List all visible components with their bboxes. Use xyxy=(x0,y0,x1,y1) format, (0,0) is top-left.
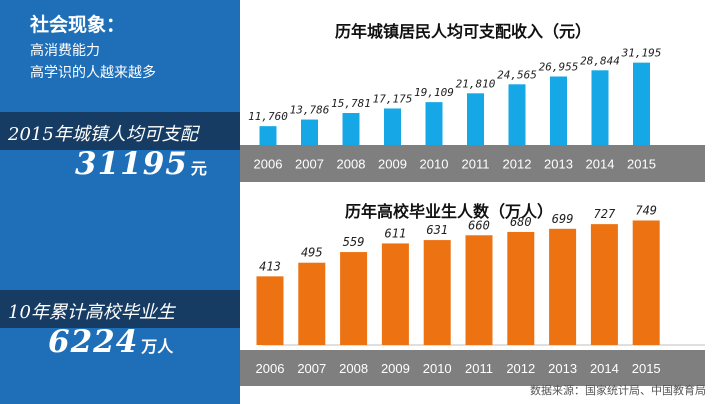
income-x-tick-label: 2008 xyxy=(337,157,366,172)
income-stat-label-band: 2015年城镇人均可支配 xyxy=(0,112,240,150)
grad-x-tick-label: 2013 xyxy=(548,361,577,376)
income-bar xyxy=(467,93,484,145)
grad-stat-label: 10年累计高校毕业生 xyxy=(8,302,175,323)
grad-stat-unit: 万人 xyxy=(141,337,174,356)
grad-bar xyxy=(507,231,535,345)
income-data-label: 15,781 xyxy=(331,97,371,110)
grad-data-label: 495 xyxy=(301,246,323,260)
grad-stat: 6224 万人 xyxy=(48,324,173,360)
grad-x-tick-label: 2015 xyxy=(632,361,661,376)
income-bar xyxy=(508,84,526,145)
grad-data-label: 631 xyxy=(426,223,448,237)
grad-x-tick-label: 2011 xyxy=(465,361,493,376)
income-bar xyxy=(342,113,360,145)
grad-bar xyxy=(590,224,618,345)
income-bar xyxy=(259,126,277,145)
grad-data-label: 559 xyxy=(343,235,365,249)
income-data-label: 11,760 xyxy=(248,110,288,123)
income-bar xyxy=(591,70,609,145)
income-data-label: 13,786 xyxy=(290,104,330,117)
grad-bar xyxy=(549,228,577,345)
income-bar xyxy=(550,76,567,145)
income-axis-band xyxy=(240,145,705,182)
grad-x-tick-label: 2014 xyxy=(590,361,619,376)
grad-stat-label-band: 10年累计高校毕业生 xyxy=(0,290,240,328)
grad-x-tick-label: 2012 xyxy=(506,361,535,376)
sidebar: 社会现象： 高消费能力 高学识的人越来越多 xyxy=(0,0,240,404)
income-data-label: 31,195 xyxy=(621,47,662,60)
grad-data-label: 727 xyxy=(594,207,616,221)
income-stat-unit: 元 xyxy=(190,159,207,178)
grad-axis-band xyxy=(240,350,705,386)
income-stat-label: 2015年城镇人均可支配 xyxy=(8,124,198,145)
grad-data-label: 749 xyxy=(635,203,657,217)
income-x-tick-label: 2006 xyxy=(254,157,283,172)
grad-bar xyxy=(632,220,660,345)
income-x-tick-label: 2015 xyxy=(627,157,656,172)
sidebar-line-2: 高学识的人越来越多 xyxy=(30,65,156,81)
income-bar xyxy=(384,108,401,145)
income-chart-title: 历年城镇居民人均可支配收入（元） xyxy=(335,22,592,41)
grad-data-label: 660 xyxy=(468,218,490,232)
data-source: 数据来源：国家统计局、中国教育局 xyxy=(530,384,706,397)
income-data-label: 24,565 xyxy=(497,68,537,81)
grad-bar xyxy=(256,276,284,345)
income-stat-value: 31195 xyxy=(75,146,188,182)
grad-x-tick-label: 2006 xyxy=(256,361,285,376)
income-bar xyxy=(301,119,318,145)
grad-bar xyxy=(298,262,326,345)
income-bar xyxy=(425,102,443,145)
grad-x-tick-label: 2007 xyxy=(297,361,326,376)
income-stat: 31195 元 xyxy=(75,146,207,182)
grad-data-label: 611 xyxy=(385,226,407,240)
income-data-label: 17,175 xyxy=(373,92,413,105)
grad-data-label: 680 xyxy=(510,215,532,229)
income-bar xyxy=(633,62,650,145)
sidebar-line-1: 高消费能力 xyxy=(30,43,100,59)
grad-bar xyxy=(381,243,409,345)
income-data-label: 19,109 xyxy=(414,86,454,99)
income-data-label: 28,844 xyxy=(580,54,620,67)
grad-bar xyxy=(465,235,493,345)
grad-x-tick-label: 2009 xyxy=(381,361,410,376)
grad-x-tick-label: 2010 xyxy=(423,361,452,376)
grad-stat-value: 6224 xyxy=(48,324,139,360)
grad-data-label: 413 xyxy=(259,259,281,273)
grad-chart-title: 历年高校毕业生人数（万人） xyxy=(345,202,554,221)
income-x-tick-label: 2014 xyxy=(586,157,615,172)
income-data-label: 21,810 xyxy=(456,77,496,90)
sidebar-title: 社会现象： xyxy=(30,14,126,36)
income-x-tick-label: 2007 xyxy=(295,157,324,172)
grad-x-tick-label: 2008 xyxy=(339,361,368,376)
income-x-tick-label: 2012 xyxy=(503,157,532,172)
income-x-tick-label: 2013 xyxy=(544,157,573,172)
income-x-tick-label: 2011 xyxy=(462,157,490,172)
grad-bar xyxy=(340,252,368,345)
grad-data-label: 699 xyxy=(552,212,574,226)
income-x-tick-label: 2009 xyxy=(378,157,407,172)
grad-bar xyxy=(423,240,451,345)
income-x-tick-label: 2010 xyxy=(420,157,449,172)
income-data-label: 26,955 xyxy=(539,60,579,73)
